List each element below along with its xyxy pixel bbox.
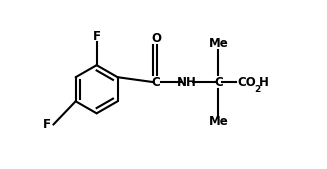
- Text: F: F: [43, 118, 51, 131]
- Text: C: C: [214, 76, 223, 89]
- Text: NH: NH: [177, 76, 197, 89]
- Text: F: F: [93, 30, 101, 43]
- Text: Me: Me: [208, 37, 228, 50]
- Text: CO: CO: [237, 76, 256, 89]
- Text: O: O: [151, 32, 161, 45]
- Text: H: H: [259, 76, 269, 89]
- Text: Me: Me: [208, 115, 228, 128]
- Text: 2: 2: [254, 85, 261, 94]
- Text: C: C: [152, 76, 161, 89]
